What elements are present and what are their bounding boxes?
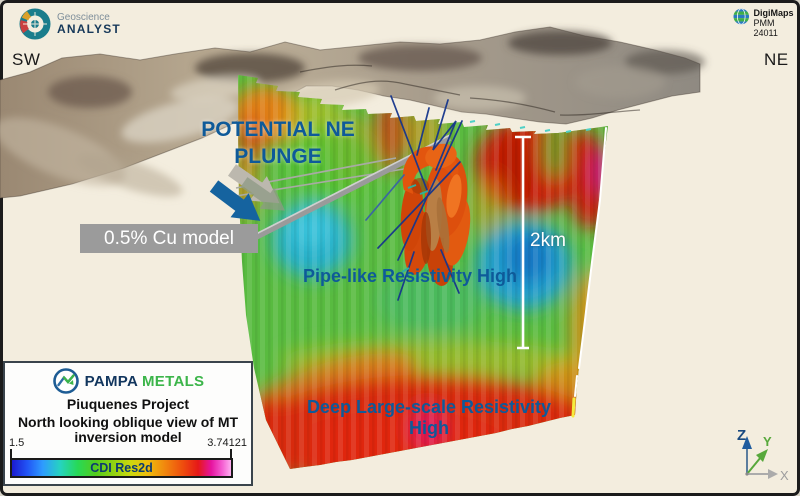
- x-axis-label: X: [780, 468, 789, 483]
- digimaps-globe-icon: [733, 8, 750, 25]
- terrain-roads: [299, 64, 641, 116]
- view-title: North looking oblique view of MT inversi…: [5, 415, 251, 445]
- inversion-columns: [238, 75, 608, 469]
- metals-label: METALS: [142, 372, 205, 390]
- pampa-label: PAMPA: [84, 372, 138, 390]
- plunge-line-1: POTENTIAL NE: [201, 118, 355, 141]
- z-axis-arrow: [742, 436, 752, 449]
- cu-model-isosurface[interactable]: [399, 140, 475, 287]
- colorbar-gradient: CDI Res2d: [10, 458, 233, 478]
- y-axis-arrow: [756, 449, 768, 462]
- colorbar-left-tick: [10, 449, 12, 459]
- view-title-line-1: North looking oblique view of MT: [17, 414, 239, 430]
- project-name: Piuquenes Project: [66, 396, 190, 412]
- view-title-line-2: inversion model: [74, 429, 182, 445]
- drillhole-intercepts: [401, 184, 429, 281]
- pampa-metals-logo: PAMPA METALS: [5, 367, 251, 395]
- scale-bar-label: 2km: [530, 230, 566, 251]
- digimaps-logo: DigiMaps PMM 24011: [733, 8, 800, 38]
- analyst-label: ANALYST: [57, 22, 121, 36]
- geoscience-analyst-icon: [19, 8, 51, 40]
- axis-triad: Z Y X: [737, 427, 789, 483]
- colorbar-min-value: 1.5: [9, 437, 25, 449]
- section-edge-lines: [571, 127, 607, 418]
- station-markers: [469, 120, 592, 133]
- cu-model-label: 0.5% Cu model: [80, 224, 258, 253]
- deep-resistivity-annotation: Deep Large-scale Resistivity High: [306, 397, 552, 438]
- geoscience-analyst-logo: Geoscience ANALYST: [19, 8, 121, 40]
- colorbar-max-value: 3.74121: [207, 437, 247, 449]
- drillhole-traces: [365, 95, 463, 301]
- scale-bar: [515, 135, 531, 350]
- colorbar-right-tick: [230, 449, 232, 459]
- orientation-ne-label: NE: [764, 50, 789, 69]
- digimaps-label: DigiMaps: [753, 8, 794, 18]
- digimaps-code-label: PMM 24011: [753, 18, 778, 38]
- z-axis-label: Z: [737, 427, 746, 444]
- colorbar-label: CDI Res2d: [90, 461, 153, 475]
- pipe-resistivity-annotation: Pipe-like Resistivity High: [302, 266, 518, 286]
- plunge-arrow: [209, 164, 285, 221]
- mt-section: [238, 75, 608, 469]
- y-axis-label: Y: [763, 434, 772, 449]
- potential-ne-plunge-annotation: POTENTIAL NE PLUNGE: [172, 116, 384, 170]
- geoscience-label: Geoscience: [57, 12, 110, 23]
- plunge-line-2: PLUNGE: [234, 145, 322, 168]
- x-axis-arrow: [768, 469, 778, 479]
- pampa-metals-icon: [52, 368, 79, 394]
- legend-panel: PAMPA METALS Piuquenes Project North loo…: [3, 361, 253, 486]
- orientation-sw-label: SW: [12, 50, 41, 69]
